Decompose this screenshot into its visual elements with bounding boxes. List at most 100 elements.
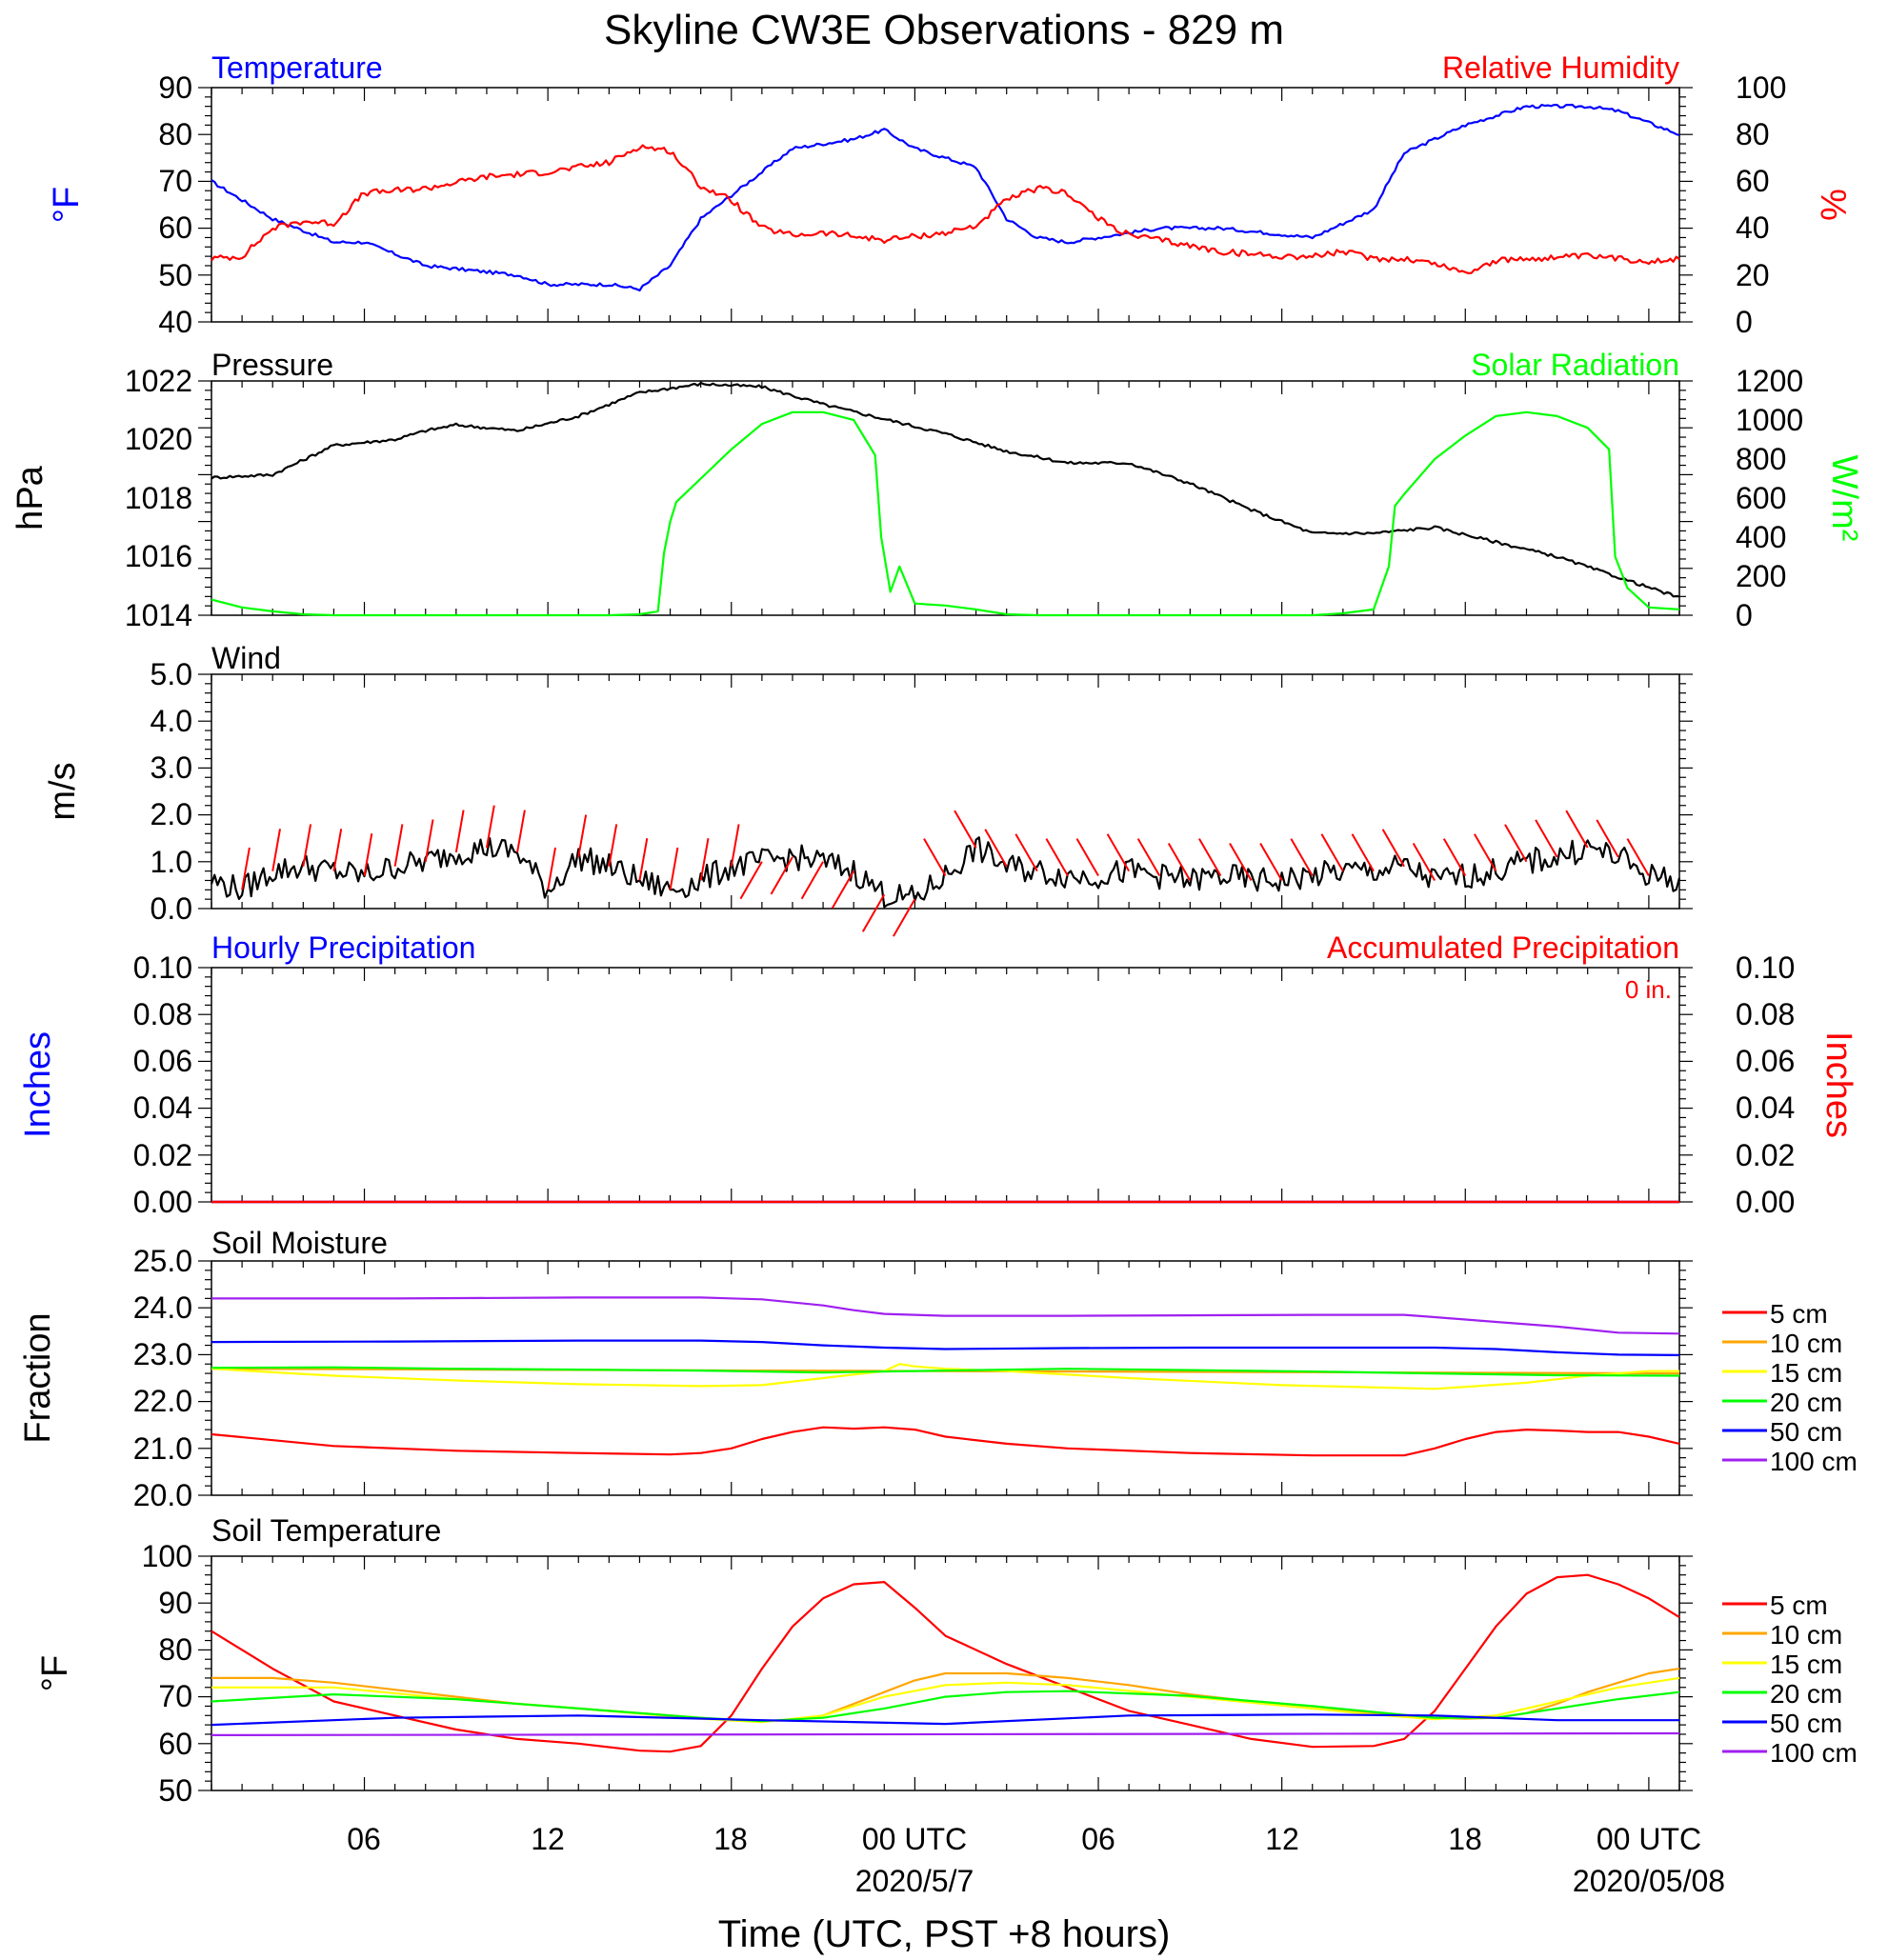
- panel-pressure-right-title: Solar Radiation: [1471, 348, 1679, 382]
- y2-tick-label: 0.10: [1736, 950, 1795, 985]
- panel-precip-plot: [198, 967, 1693, 1204]
- panel-temp-rh-plot: [198, 87, 1693, 323]
- panel-temp-rh-right-unit: %: [1813, 189, 1853, 221]
- x-tick-label: 12: [531, 1822, 565, 1856]
- panel-pressure-frame: [211, 380, 1680, 616]
- y-tick-label: 80: [158, 117, 192, 151]
- wind-barb: [638, 838, 649, 881]
- y2-tick-label: 800: [1736, 442, 1786, 476]
- y-tick-label: 1014: [125, 598, 192, 632]
- wind-barb: [1412, 843, 1436, 881]
- panel-precip-left-title: Hourly Precipitation: [211, 930, 475, 965]
- legend-label: 20 cm: [1770, 1388, 1842, 1417]
- y2-tick-label: 0: [1736, 305, 1753, 339]
- wind-barb: [1351, 833, 1375, 872]
- wind-barb: [1167, 842, 1192, 881]
- legend-label: 15 cm: [1770, 1650, 1842, 1679]
- panel-pressure-right-unit: W/m²: [1824, 455, 1864, 542]
- legend-soil-moisture: 5 cm 10 cm 15 cm 20 cm 50 cm 100 cm: [1722, 1299, 1858, 1476]
- wind-barb: [1075, 838, 1099, 877]
- panel-pressure-left-title: Pressure: [211, 348, 333, 382]
- y-tick-label: 1022: [125, 364, 192, 398]
- x-tick-label: 18: [713, 1822, 748, 1856]
- y2-tick-label: 0.06: [1736, 1044, 1795, 1078]
- series-line-wind: [210, 836, 1681, 909]
- series-line-5-cm: [211, 1426, 1680, 1457]
- y2-tick-label: 0.04: [1736, 1090, 1795, 1125]
- y2-tick-label: 40: [1736, 210, 1770, 245]
- y-tick-label: 50: [158, 258, 192, 292]
- legend-label: 5 cm: [1770, 1299, 1828, 1329]
- series-line-5-cm: [211, 1573, 1680, 1753]
- y2-tick-label: 1200: [1736, 364, 1803, 398]
- x-date-label: 2020/5/7: [855, 1864, 974, 1898]
- panel-wind-left-ticks: 5.0 4.0 3.0 2.0 1.0 0.0: [151, 657, 192, 926]
- y-tick-label: 0.02: [133, 1138, 192, 1172]
- panel-pressure-left-unit: hPa: [10, 465, 50, 530]
- panel-precip-right-unit: Inches: [1818, 1031, 1858, 1138]
- legend-label: 10 cm: [1770, 1329, 1842, 1358]
- panel-pressure-left-ticks: 1022 1020 1018 1016 1014: [125, 364, 192, 632]
- y2-tick-label: 600: [1736, 481, 1786, 515]
- panel-pressure-solar: Pressure Solar Radiation hPa W/m² 1022 1…: [10, 348, 1864, 632]
- chart-title: Skyline CW3E Observations - 829 m: [604, 7, 1284, 53]
- wind-barb: [1290, 838, 1314, 877]
- wind-barb: [1198, 838, 1222, 877]
- wind-barb: [699, 838, 710, 881]
- panel-soil-moisture: Soil Moisture Fraction 25.0 24.0 23.0 22…: [18, 1226, 1858, 1512]
- wind-barb: [424, 819, 434, 862]
- y-tick-label: 60: [158, 210, 192, 245]
- panel-soil-moisture-plot: [198, 1260, 1693, 1496]
- y-tick-label: 40: [158, 305, 192, 339]
- panel-soil-moisture-frame: [211, 1260, 1680, 1496]
- y-tick-label: 20.0: [133, 1478, 192, 1512]
- y-tick-label: 90: [158, 70, 192, 105]
- y2-tick-label: 1000: [1736, 403, 1803, 437]
- wind-barb: [1626, 838, 1650, 877]
- wind-barb: [577, 814, 588, 858]
- wind-barb: [831, 870, 855, 910]
- wind-barb: [923, 838, 947, 877]
- y-tick-label: 21.0: [133, 1431, 192, 1466]
- wind-barb: [1596, 819, 1619, 858]
- panel-temp-rh-right-ticks: 100 80 60 40 20 0: [1736, 70, 1786, 339]
- panel-pressure-plot: [198, 380, 1693, 617]
- wind-barb: [1320, 833, 1344, 872]
- legend-label: 50 cm: [1770, 1709, 1842, 1738]
- y2-tick-label: 400: [1736, 520, 1786, 554]
- x-tick-label: 12: [1265, 1822, 1299, 1856]
- y-tick-label: 0.06: [133, 1044, 192, 1078]
- y-tick-label: 3.0: [151, 750, 192, 785]
- panel-precip-left-ticks: 0.10 0.08 0.06 0.04 0.02 0.00: [133, 950, 192, 1219]
- y-tick-label: 5.0: [151, 657, 192, 691]
- series-line-15-cm: [211, 1363, 1679, 1390]
- y-tick-label: 50: [158, 1773, 192, 1808]
- x-tick-label: 00 UTC: [862, 1822, 967, 1856]
- wind-barb: [1504, 824, 1528, 863]
- y-tick-label: 70: [158, 164, 192, 198]
- y2-tick-label: 60: [1736, 164, 1770, 198]
- legend-soil-temp: 5 cm 10 cm 15 cm 20 cm 50 cm 100 cm: [1722, 1590, 1858, 1768]
- wind-barb: [1381, 829, 1405, 868]
- panel-wind: Wind m/s 5.0 4.0 3.0 2.0 1.0 0.0: [43, 641, 1693, 937]
- wind-barb: [739, 861, 763, 900]
- y-tick-label: 1.0: [151, 845, 192, 879]
- series-line-relative-humidity: [211, 144, 1680, 274]
- legend-label: 20 cm: [1770, 1679, 1842, 1709]
- y2-tick-label: 0.02: [1736, 1138, 1795, 1172]
- wind-barb: [271, 829, 281, 871]
- legend-label: 100 cm: [1770, 1738, 1858, 1768]
- wind-barb: [1106, 833, 1130, 872]
- wind-barb: [608, 824, 618, 867]
- y-tick-label: 2.0: [151, 797, 192, 831]
- series-line-20-cm: [211, 1366, 1680, 1377]
- wind-barb: [454, 810, 465, 853]
- wind-barb: [241, 847, 251, 890]
- series-line-20-cm: [211, 1690, 1680, 1723]
- y2-tick-label: 200: [1736, 559, 1786, 593]
- x-tick-label: 18: [1448, 1822, 1482, 1856]
- wind-barb: [485, 805, 495, 849]
- panel-precip-right-ticks: 0.10 0.08 0.06 0.04 0.02 0.00: [1736, 950, 1795, 1219]
- y-tick-label: 0.08: [133, 997, 192, 1031]
